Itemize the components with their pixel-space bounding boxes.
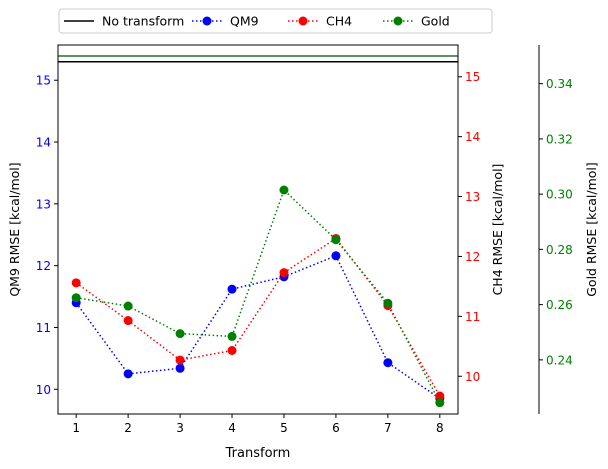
data-point-qm9 [383, 358, 393, 368]
ch4-tick-label: 15 [465, 70, 480, 84]
ch4-tick-label: 13 [465, 190, 480, 204]
qm9-axis-label: QM9 RMSE [kcal/mol] [7, 162, 22, 296]
data-point-ch4 [279, 268, 289, 278]
legend-label-ch4: CH4 [326, 14, 352, 29]
data-point-ch4 [123, 316, 133, 326]
x-tick-label: 7 [384, 421, 392, 435]
gold-tick-label: 0.34 [546, 77, 573, 91]
gold-tick-label: 0.26 [546, 298, 573, 312]
legend-label-gold: Gold [421, 14, 450, 29]
x-tick-label: 1 [72, 421, 80, 435]
data-point-gold [227, 331, 237, 341]
x-axis-label: Transform [225, 446, 291, 461]
data-point-gold [435, 398, 445, 408]
ch4-axis-label: CH4 RMSE [kcal/mol] [490, 164, 505, 296]
data-point-qm9 [175, 363, 185, 373]
qm9-tick-label: 15 [36, 74, 51, 88]
legend-box [58, 8, 493, 34]
gold-tick-label: 0.28 [546, 243, 573, 257]
legend-marker-gold [393, 16, 403, 26]
ch4-tick-label: 14 [465, 130, 480, 144]
qm9-tick-label: 10 [36, 383, 51, 397]
data-point-ch4 [71, 278, 81, 288]
gold-tick-label: 0.24 [546, 353, 573, 367]
legend-marker-ch4 [298, 16, 308, 26]
data-point-gold [383, 298, 393, 308]
data-point-gold [279, 185, 289, 195]
gold-tick-label: 0.32 [546, 132, 573, 146]
plot-frame [57, 44, 459, 415]
legend-label-no-transform: No transform [102, 14, 184, 29]
x-tick-label: 2 [124, 421, 132, 435]
qm9-tick-label: 13 [36, 197, 51, 211]
legend: No transform QM9 CH4 Gold [58, 8, 493, 34]
data-point-ch4 [175, 355, 185, 365]
qm9-tick-label: 12 [36, 259, 51, 273]
x-tick-label: 6 [332, 421, 340, 435]
data-point-gold [331, 235, 341, 245]
data-point-ch4 [227, 346, 237, 356]
ch4-tick-label: 11 [465, 310, 480, 324]
qm9-tick-label: 14 [36, 136, 51, 150]
data-point-qm9 [123, 369, 133, 379]
data-point-gold [175, 329, 185, 339]
series-line-qm9 [75, 254, 441, 400]
x-tick-label: 3 [176, 421, 184, 435]
x-tick-label: 4 [228, 421, 236, 435]
x-tick-label: 5 [280, 421, 288, 435]
data-point-gold [123, 301, 133, 311]
qm9-tick-label: 11 [36, 321, 51, 335]
data-point-qm9 [227, 284, 237, 294]
gold-tick-label: 0.30 [546, 188, 573, 202]
data-point-gold [71, 293, 81, 303]
data-point-qm9 [331, 251, 341, 261]
ch4-tick-label: 12 [465, 250, 480, 264]
series-line-gold [76, 188, 441, 404]
ch4-tick-label: 10 [465, 370, 480, 384]
gold-axis-label: Gold RMSE [kcal/mol] [584, 162, 599, 297]
legend-label-qm9: QM9 [230, 14, 259, 29]
x-tick-label: 8 [436, 421, 444, 435]
series-layer [58, 55, 458, 408]
legend-marker-qm9 [202, 16, 212, 26]
series-line-ch4 [75, 237, 441, 397]
